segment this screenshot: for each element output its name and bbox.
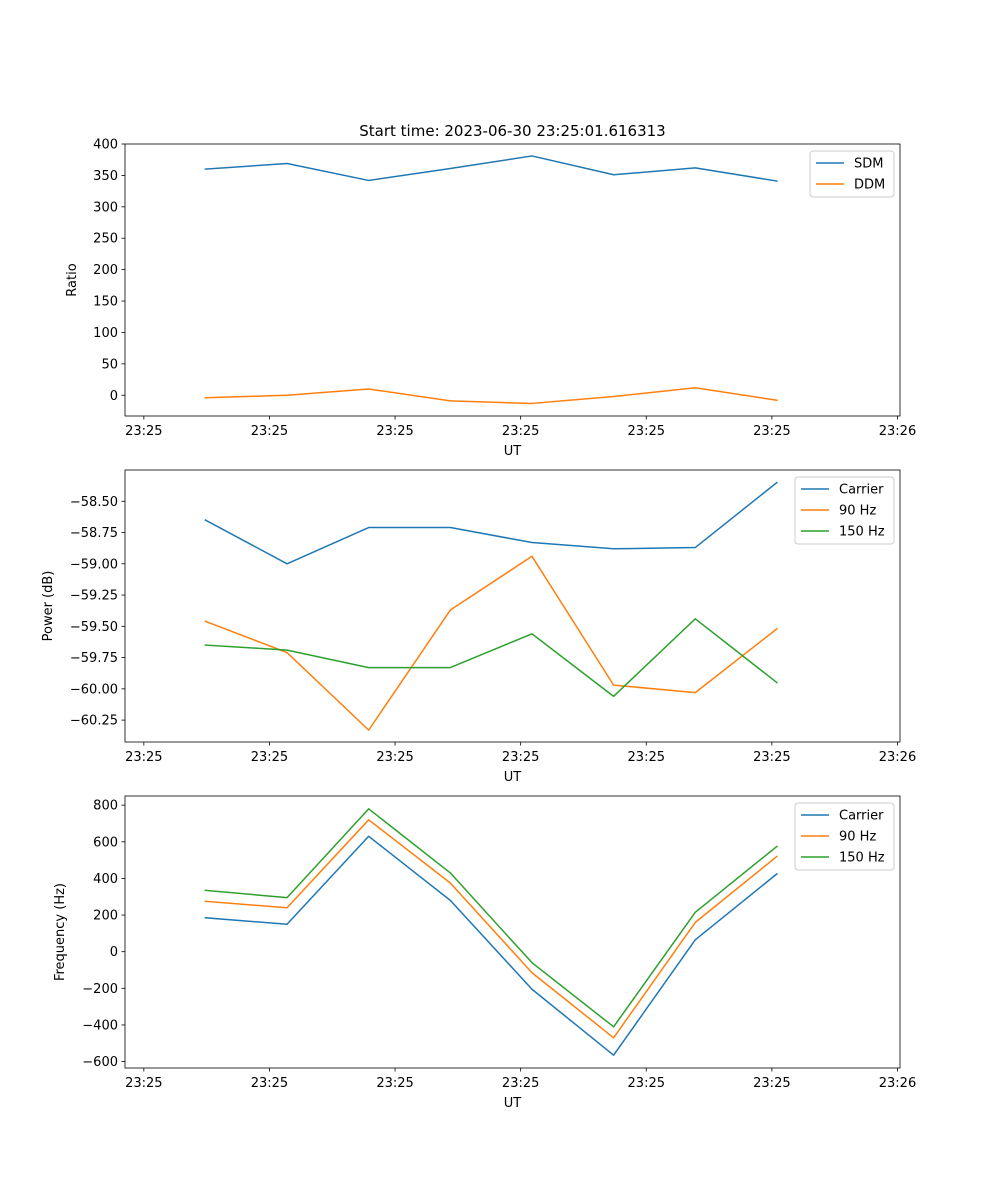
- y-tick-label: 800: [93, 799, 118, 814]
- y-tick-label: 400: [93, 872, 118, 887]
- x-tick-label: 23:25: [628, 1076, 665, 1091]
- legend-label: SDM: [854, 157, 883, 172]
- y-tick-label: −59.00: [70, 557, 118, 572]
- y-tick-label: 300: [93, 200, 118, 215]
- series-line-1: [204, 481, 778, 565]
- x-tick-label: 23:25: [502, 1076, 539, 1091]
- x-axis-label: UT: [504, 444, 522, 459]
- legend-label: 90 Hz: [839, 504, 876, 519]
- x-tick-label: 23:25: [251, 1076, 288, 1091]
- legend: Carrier 90 Hz 150 Hz: [794, 476, 895, 545]
- y-tick-label: −400: [82, 1018, 118, 1033]
- x-tick-label: 23:25: [376, 424, 413, 439]
- plot-frame: [124, 795, 901, 1069]
- y-tick-label: −600: [82, 1055, 118, 1070]
- x-tick-label: 23:25: [125, 424, 162, 439]
- x-tick-label: 23:25: [125, 1076, 162, 1091]
- legend-label: DDM: [854, 178, 885, 193]
- y-axis-label: Ratio: [65, 263, 80, 296]
- figure-title: Start time: 2023-06-30 23:25:01.616313: [359, 122, 665, 140]
- legend: Carrier 90 Hz 150 Hz: [794, 802, 895, 871]
- legend-box: [794, 476, 895, 545]
- y-tick-label: 400: [93, 138, 118, 153]
- x-axis-label: UT: [504, 770, 522, 785]
- y-tick-label: −200: [82, 982, 118, 997]
- x-tick-label: 23:25: [628, 750, 665, 765]
- y-tick-label: −60.25: [70, 714, 118, 729]
- y-tick-label: 200: [93, 909, 118, 924]
- x-tick-label: 23:26: [879, 1076, 916, 1091]
- x-tick-label: 23:25: [376, 1076, 413, 1091]
- y-tick-label: 0: [110, 389, 118, 404]
- y-tick-label: −58.75: [70, 526, 118, 541]
- series-line-1: [204, 835, 778, 1056]
- plot-frame: [124, 469, 901, 743]
- y-tick-label: −58.50: [70, 495, 118, 510]
- y-tick-label: 50: [101, 357, 118, 372]
- x-tick-label: 23:25: [502, 424, 539, 439]
- chart-panel-3: 23:25 23:25 23:25 23:25 23:25 23:25 23:26 800 60…: [53, 795, 916, 1111]
- series-line-2: [204, 555, 778, 731]
- x-tick-label: 23:25: [753, 1076, 790, 1091]
- series-line-2: [204, 386, 778, 405]
- y-tick-label: −59.50: [70, 620, 118, 635]
- y-tick-label: −59.25: [70, 589, 118, 604]
- legend: SDM DDM: [809, 150, 895, 198]
- y-tick-label: 600: [93, 835, 118, 850]
- x-tick-label: 23:25: [251, 424, 288, 439]
- x-tick-label: 23:25: [251, 750, 288, 765]
- x-tick-label: 23:25: [628, 424, 665, 439]
- y-tick-label: 250: [93, 232, 118, 247]
- y-tick-label: −60.00: [70, 682, 118, 697]
- y-tick-label: 200: [93, 263, 118, 278]
- series-line-1: [204, 155, 778, 182]
- y-axis-label: Frequency (Hz): [53, 883, 68, 981]
- x-tick-label: 23:25: [376, 750, 413, 765]
- y-tick-label: −59.75: [70, 651, 118, 666]
- x-tick-label: 23:26: [879, 424, 916, 439]
- legend-label: 150 Hz: [839, 851, 885, 866]
- y-tick-label: 100: [93, 326, 118, 341]
- x-axis-label: UT: [504, 1096, 522, 1111]
- legend-label: 90 Hz: [839, 830, 876, 845]
- y-tick-label: 350: [93, 169, 118, 184]
- chart-panels: 23:25 23:25 23:25 23:25 23:25 23:25 23:26 0 50 10…: [41, 138, 916, 1112]
- y-tick-label: 0: [110, 945, 118, 960]
- x-tick-label: 23:25: [502, 750, 539, 765]
- x-tick-label: 23:26: [879, 750, 916, 765]
- series-line-3: [204, 808, 778, 1028]
- x-tick-label: 23:25: [753, 424, 790, 439]
- legend-box: [794, 802, 895, 871]
- x-tick-label: 23:25: [753, 750, 790, 765]
- x-tick-label: 23:25: [125, 750, 162, 765]
- plot-frame: [124, 143, 901, 417]
- y-tick-label: 150: [93, 295, 118, 310]
- chart-panel-2: 23:25 23:25 23:25 23:25 23:25 23:25 23:26 −58.5…: [41, 469, 916, 785]
- legend-label: Carrier: [839, 809, 884, 824]
- series-line-3: [204, 618, 778, 698]
- legend-label: Carrier: [839, 483, 884, 498]
- series-line-2: [204, 819, 778, 1039]
- legend-label: 150 Hz: [839, 525, 885, 540]
- chart-panel-1: 23:25 23:25 23:25 23:25 23:25 23:25 23:26 0 50 10…: [65, 138, 916, 460]
- y-axis-label: Power (dB): [41, 571, 56, 642]
